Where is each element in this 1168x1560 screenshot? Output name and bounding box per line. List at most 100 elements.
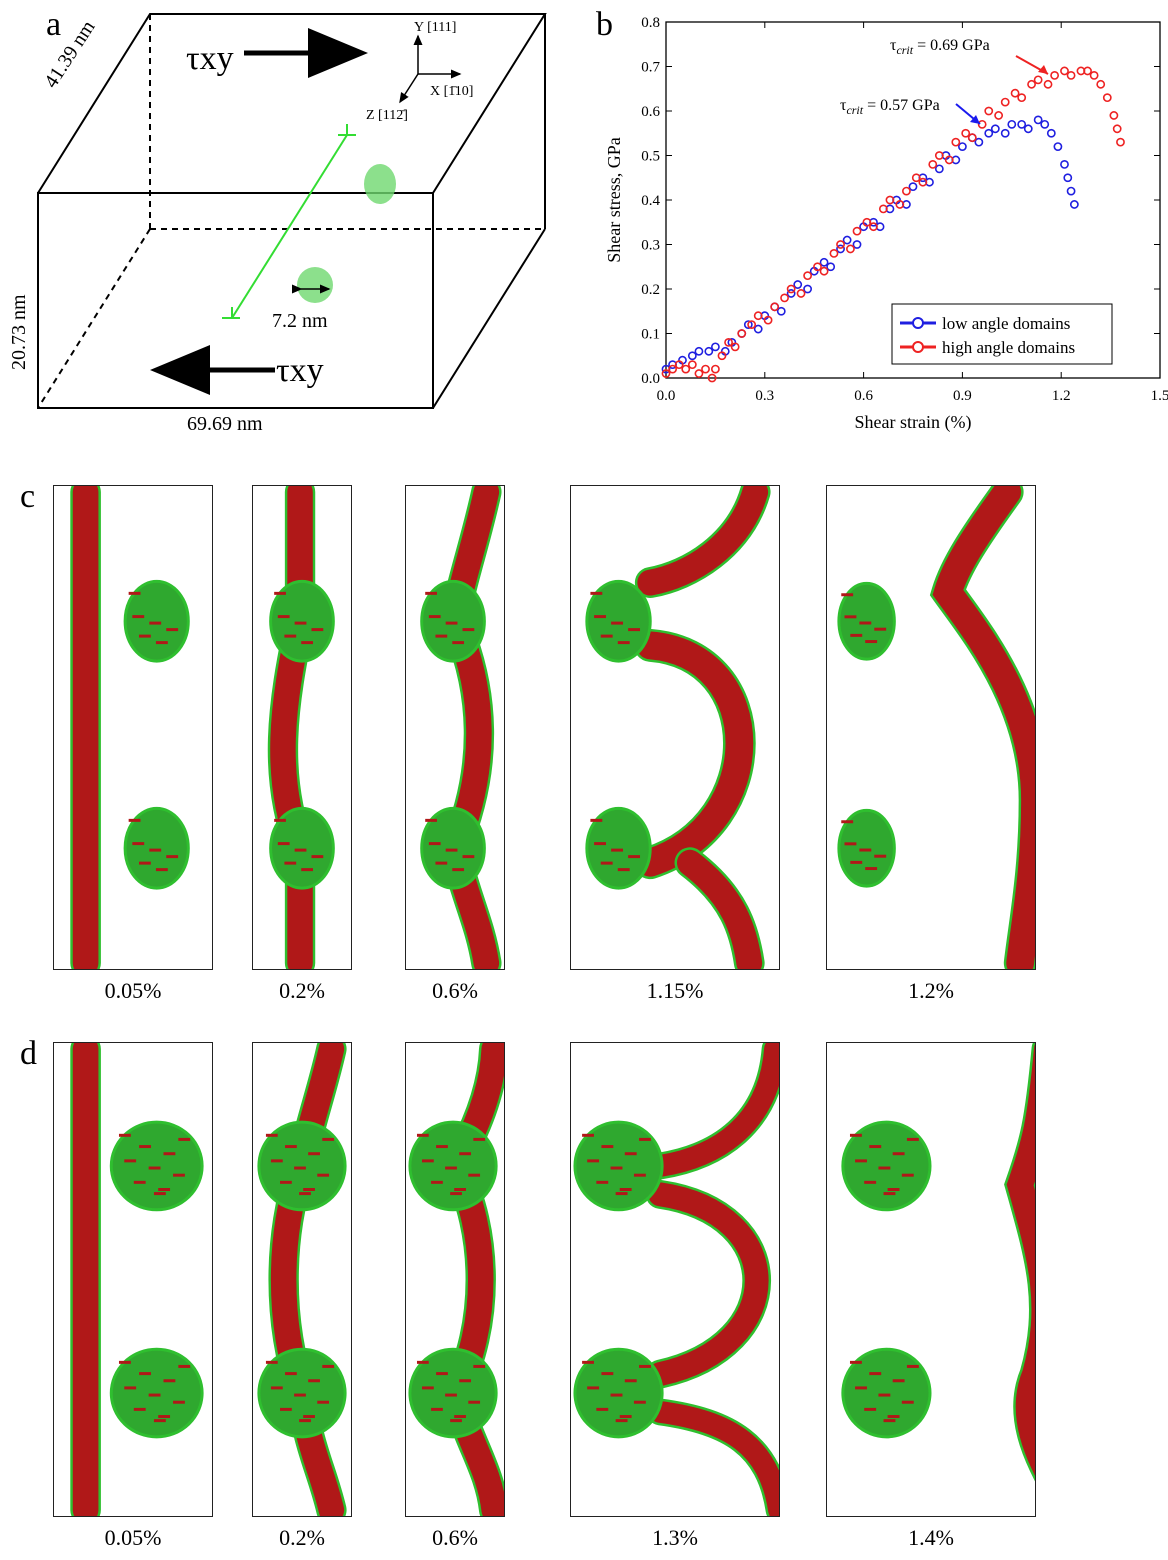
data-point bbox=[911, 173, 921, 183]
particle-defect bbox=[878, 1393, 891, 1397]
particle-defect bbox=[459, 1152, 471, 1156]
particle-defect bbox=[445, 1393, 457, 1397]
snapshot-frame bbox=[53, 485, 213, 970]
annotation-arrowhead bbox=[1038, 65, 1048, 74]
data-point bbox=[674, 360, 684, 370]
particle-defect bbox=[435, 861, 448, 865]
data-point bbox=[770, 302, 780, 312]
particle-diameter-label: 7.2 nm bbox=[272, 310, 328, 332]
data-point bbox=[813, 262, 822, 272]
particle-defect bbox=[133, 1180, 146, 1184]
dislocation-core bbox=[932, 486, 1035, 969]
x-tick-label: 1.2 bbox=[1052, 388, 1071, 404]
data-point bbox=[977, 119, 987, 129]
particle-defect bbox=[615, 1419, 628, 1423]
dislocation-core bbox=[649, 1043, 779, 1177]
particle-defect bbox=[294, 1393, 306, 1397]
y-tick-label: 0.8 bbox=[641, 15, 660, 31]
strain-label: 1.4% bbox=[908, 1525, 954, 1550]
axis-y-label: Y [111] bbox=[414, 20, 457, 35]
x-tick-label: 0.3 bbox=[755, 388, 774, 404]
particle-defect bbox=[883, 1192, 896, 1196]
annotation-arrowhead bbox=[970, 115, 980, 124]
precipitate-particle bbox=[109, 1120, 204, 1212]
data-point bbox=[902, 186, 911, 196]
data-point bbox=[1040, 119, 1050, 129]
dislocation-line bbox=[222, 124, 356, 319]
data-point bbox=[895, 200, 905, 209]
snapshot-frame bbox=[405, 485, 505, 970]
particle-defect bbox=[874, 854, 887, 858]
particle-defect bbox=[610, 1166, 623, 1170]
particle-defect bbox=[901, 1173, 914, 1177]
legend-marker bbox=[912, 341, 924, 353]
data-point bbox=[730, 342, 740, 352]
data-point bbox=[1033, 75, 1043, 85]
particle-defect bbox=[285, 1145, 297, 1149]
data-point bbox=[984, 128, 994, 138]
data-point bbox=[961, 128, 971, 138]
data-point bbox=[1000, 128, 1010, 138]
precipitate-particle bbox=[837, 808, 896, 888]
particle-defect bbox=[308, 1152, 320, 1156]
particle-defect bbox=[166, 855, 179, 859]
box-edges bbox=[37, 13, 547, 409]
y-tick-label: 0.5 bbox=[641, 149, 660, 165]
data-point bbox=[724, 337, 733, 347]
data-point bbox=[967, 133, 977, 143]
particle-defect bbox=[274, 591, 286, 595]
data-point bbox=[1017, 119, 1027, 129]
data-point bbox=[763, 315, 773, 325]
precipitate-particle bbox=[408, 1120, 498, 1212]
data-point bbox=[1066, 186, 1076, 196]
particle-defect bbox=[459, 1379, 471, 1383]
particle-defect bbox=[270, 1159, 283, 1163]
data-point bbox=[990, 124, 1000, 134]
data-point bbox=[852, 240, 862, 249]
precipitate-particle bbox=[269, 579, 335, 663]
particle-defect bbox=[132, 615, 145, 619]
data-point bbox=[803, 284, 813, 294]
particle-defect bbox=[149, 621, 162, 625]
y-tick-label: 0.1 bbox=[641, 327, 660, 343]
data-point bbox=[1112, 124, 1122, 134]
data-point bbox=[1109, 111, 1119, 120]
particle-defect bbox=[277, 615, 290, 619]
particle-defect bbox=[280, 1407, 292, 1411]
data-point bbox=[928, 159, 938, 169]
particle-defect bbox=[124, 1386, 137, 1390]
particle-defect bbox=[587, 1386, 600, 1390]
particle-defect bbox=[615, 1192, 628, 1196]
particle-defect bbox=[462, 855, 475, 859]
data-point bbox=[1096, 79, 1106, 89]
snapshot-frame bbox=[405, 1042, 505, 1517]
axis-triad bbox=[399, 34, 462, 104]
y-tick-label: 0.0 bbox=[641, 371, 660, 387]
data-point bbox=[1063, 173, 1073, 183]
particle-defect bbox=[294, 848, 307, 852]
particle-defect bbox=[166, 628, 179, 632]
data-point bbox=[1023, 124, 1033, 134]
data-point bbox=[934, 151, 944, 160]
data-point bbox=[885, 195, 895, 205]
data-point bbox=[1102, 93, 1112, 103]
data-point bbox=[710, 342, 720, 352]
particle-defect bbox=[445, 621, 458, 625]
data-point bbox=[1033, 115, 1043, 125]
tau-crit-annotation: τcrit = 0.69 GPa bbox=[890, 37, 990, 57]
data-point bbox=[878, 204, 888, 214]
particle-defect bbox=[118, 1133, 131, 1137]
y-tick-label: 0.7 bbox=[641, 60, 660, 76]
particle-defect bbox=[265, 1133, 278, 1137]
particle-defect bbox=[173, 1400, 185, 1404]
strain-label: 1.3% bbox=[652, 1525, 698, 1550]
particle-defect bbox=[633, 1173, 646, 1177]
precipitate-particle bbox=[269, 806, 335, 890]
data-point bbox=[707, 373, 717, 383]
data-point bbox=[836, 240, 845, 249]
particle-defect bbox=[425, 818, 437, 822]
particle-defect bbox=[841, 593, 854, 597]
particle-defect bbox=[128, 818, 141, 822]
data-point bbox=[846, 244, 855, 254]
particle-defect bbox=[600, 861, 613, 865]
